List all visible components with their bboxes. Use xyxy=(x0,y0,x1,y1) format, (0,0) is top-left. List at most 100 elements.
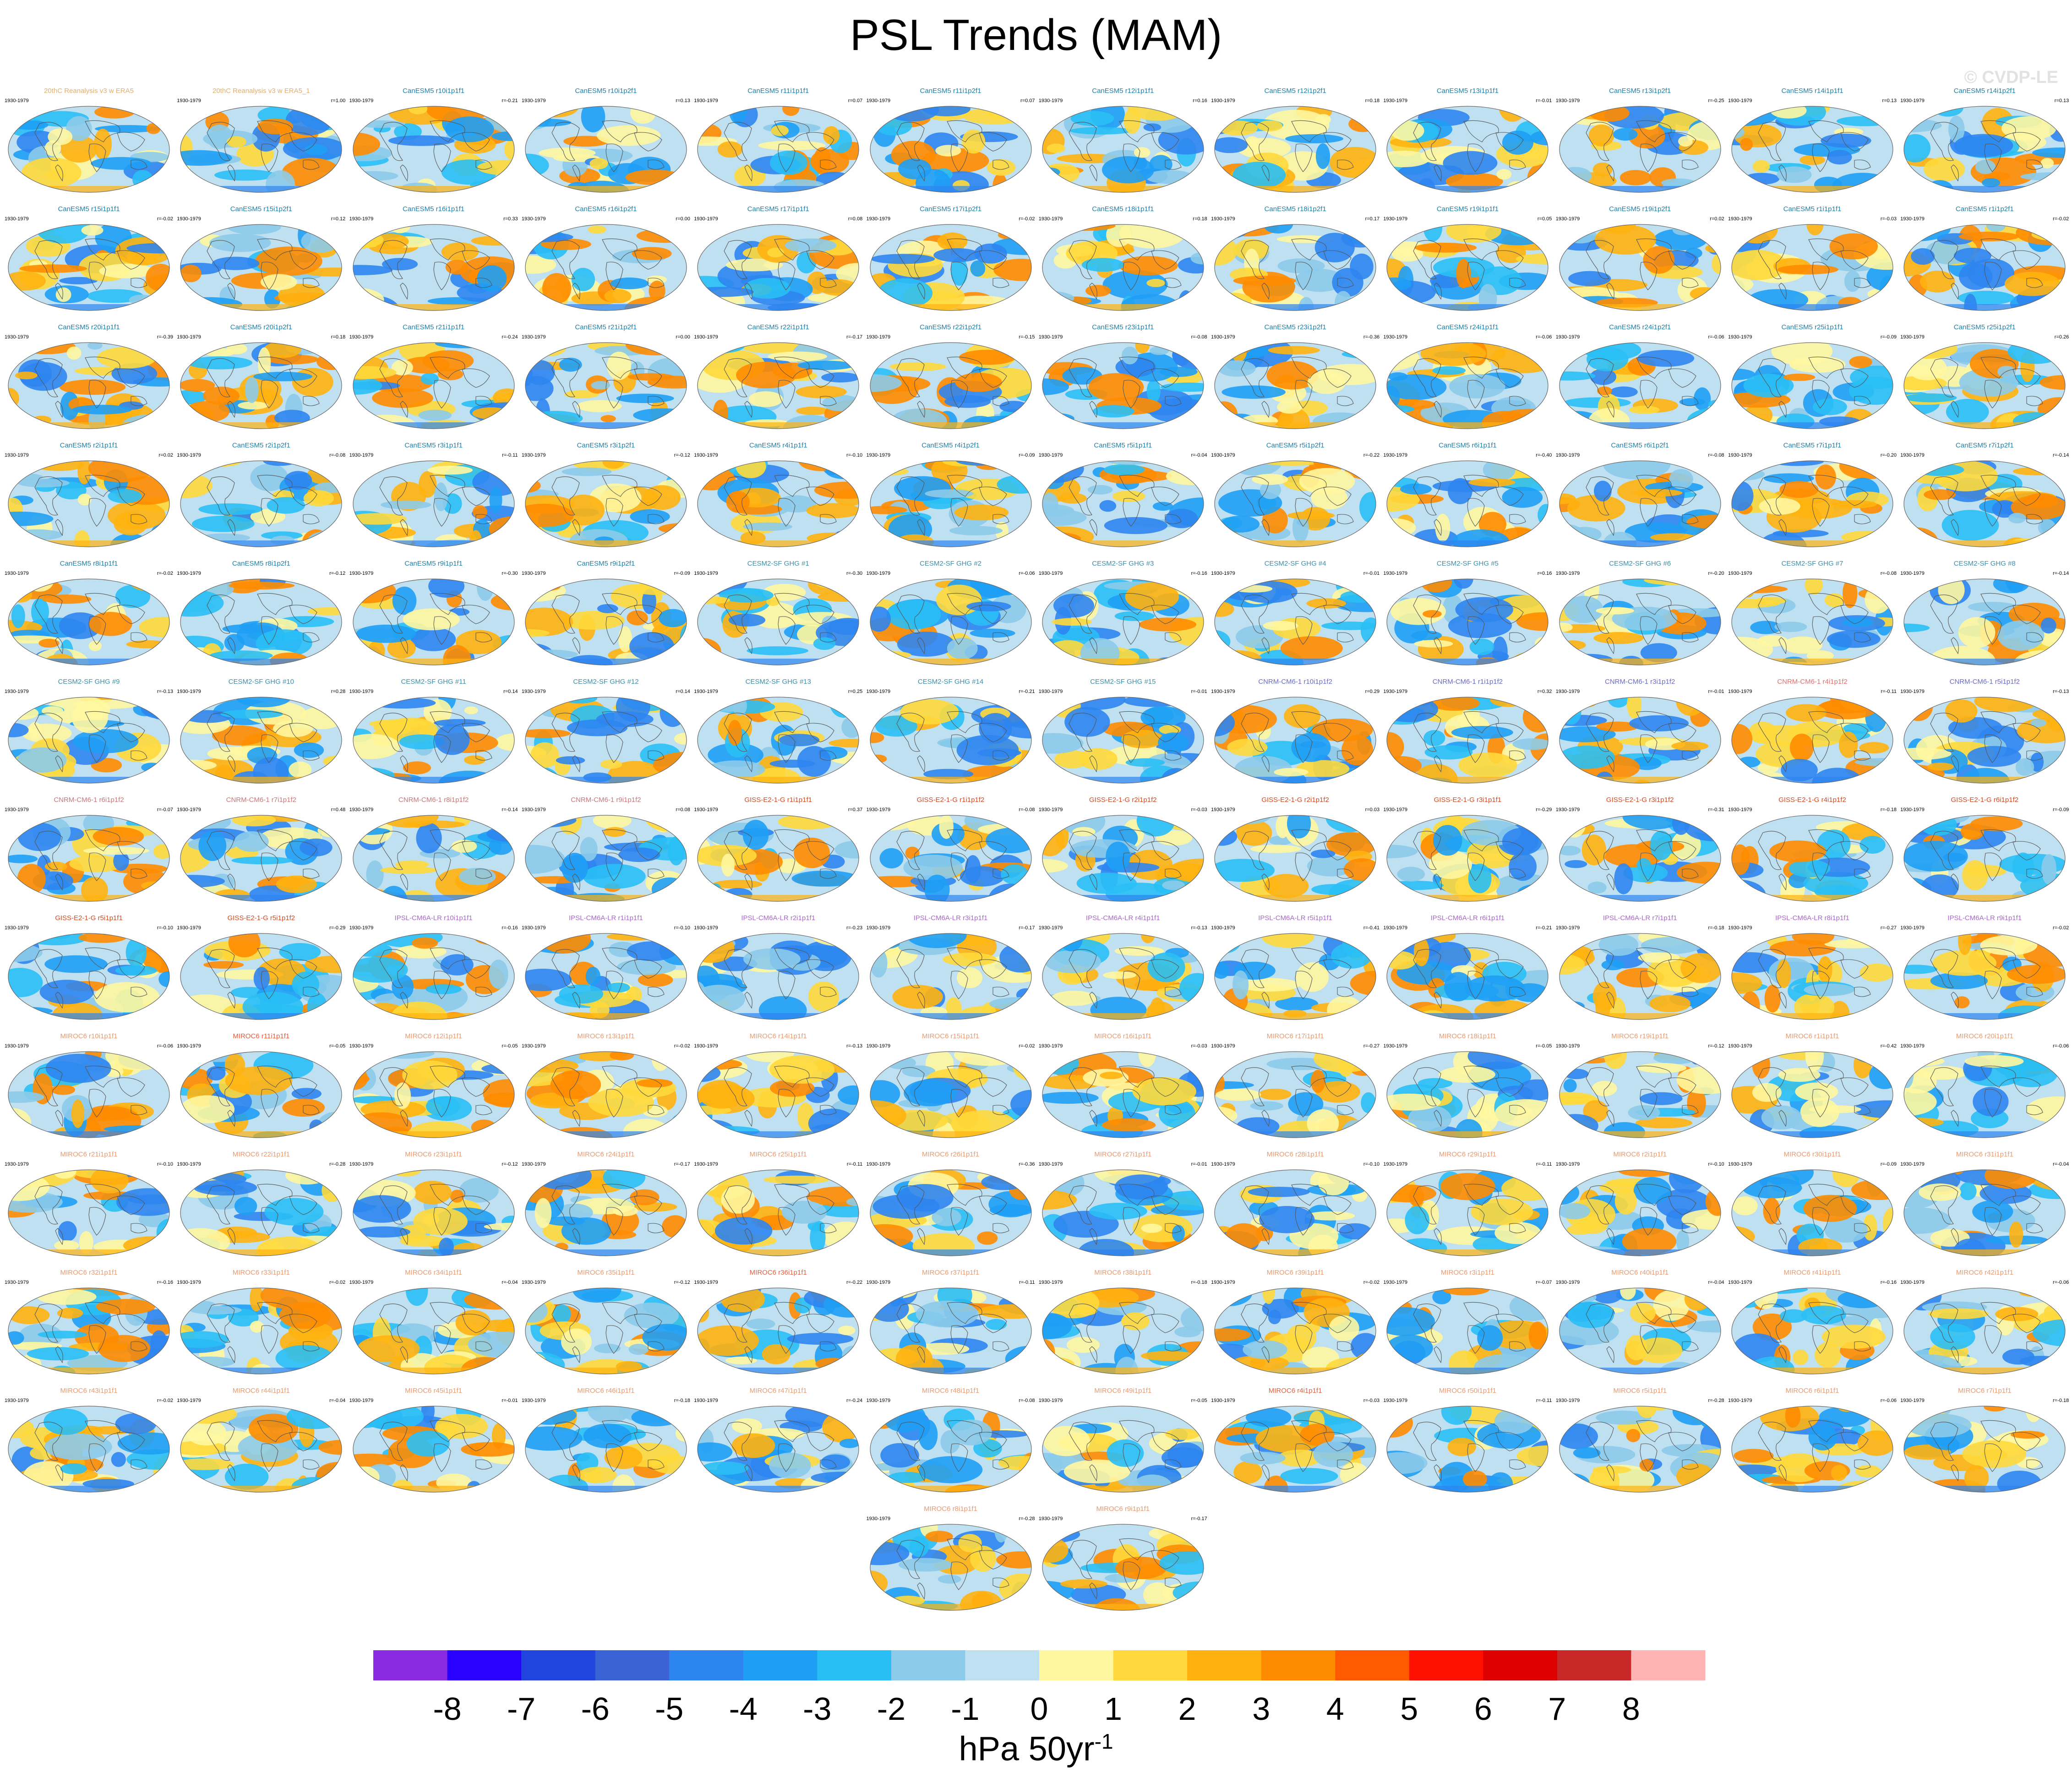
trend-blob xyxy=(961,129,985,154)
map-panel: MIROC6 r31i1p1f1 1930-1979 r=-0.04 xyxy=(1898,1151,2071,1263)
panel-title: CNRM-CM6-1 r6i1p1f2 xyxy=(54,796,124,804)
trend-blob xyxy=(978,713,1012,744)
trend-blob xyxy=(125,938,147,967)
world-map xyxy=(1903,342,2066,429)
map-outline xyxy=(1214,460,1376,547)
map-panel: CanESM5 r14i1p2f1 1930-1979 r=0.13 xyxy=(1898,87,2071,199)
world-map xyxy=(1042,933,1204,1020)
panel-period: 1930-1979 xyxy=(694,334,718,340)
trend-blob xyxy=(831,773,859,783)
world-map xyxy=(180,697,342,784)
trend-blob xyxy=(97,347,157,369)
world-map xyxy=(869,1051,1032,1138)
trend-blob xyxy=(1563,1079,1577,1092)
trend-blob xyxy=(1396,961,1457,985)
coastlines xyxy=(1586,1302,1699,1363)
world-map xyxy=(352,460,515,547)
coastlines xyxy=(1586,120,1699,182)
trend-blob xyxy=(1114,946,1164,956)
trend-blob xyxy=(2032,147,2066,158)
world-map xyxy=(1386,1051,1549,1138)
panel-period: 1930-1979 xyxy=(1211,98,1235,104)
trend-blob xyxy=(646,275,667,284)
trend-blob xyxy=(1878,1288,1893,1294)
world-map xyxy=(1386,933,1549,1020)
trend-blob xyxy=(2023,1170,2066,1178)
trend-blob xyxy=(956,967,982,988)
trend-blob xyxy=(781,1200,827,1224)
map-outline xyxy=(1903,1287,2066,1374)
trend-blob xyxy=(1496,169,1512,180)
trend-blob xyxy=(810,1222,826,1253)
trend-blob xyxy=(225,1463,269,1490)
trend-blob xyxy=(2040,158,2054,169)
world-map xyxy=(1903,224,2066,311)
panel-period: 1930-1979 xyxy=(349,1162,374,1167)
trend-blob xyxy=(596,125,661,146)
world-map xyxy=(8,933,170,1020)
map-panel: GISS-E2-1-G r5i1p1f1 1930-1979 r=-0.10 xyxy=(3,914,175,1026)
trend-blob xyxy=(1042,1092,1099,1104)
trend-blob xyxy=(236,697,292,708)
trend-blob xyxy=(231,856,294,865)
panel-title: CESM2-SF GHG #9 xyxy=(58,678,120,686)
trend-blob xyxy=(903,1080,957,1107)
trend-blob xyxy=(353,957,408,983)
map-outline xyxy=(8,1406,170,1493)
trend-blob xyxy=(93,827,144,846)
world-map xyxy=(1214,1406,1376,1493)
panel-title: CanESM5 r7i1p2f1 xyxy=(1955,442,2014,449)
trend-blob xyxy=(1587,881,1607,894)
coastlines xyxy=(551,474,665,536)
trend-blob xyxy=(1588,408,1630,429)
trend-blob xyxy=(1280,1468,1338,1484)
trend-blob xyxy=(187,356,253,370)
trend-blob xyxy=(1639,1092,1683,1105)
panel-title: CanESM5 r16i1p1f1 xyxy=(403,205,465,213)
trend-blob xyxy=(796,385,847,398)
panel-period: 1930-1979 xyxy=(1383,1280,1407,1285)
coastlines xyxy=(379,711,492,773)
trend-blob xyxy=(413,1207,468,1235)
panel-period: 1930-1979 xyxy=(521,807,546,813)
trend-blob xyxy=(1741,991,1760,1020)
world-map xyxy=(352,106,515,193)
panel-period: 1930-1979 xyxy=(349,334,374,340)
map-outline xyxy=(180,578,342,665)
world-map xyxy=(1903,815,2066,902)
trend-blob xyxy=(91,157,152,170)
map-panel: CNRM-CM6-1 r4i1p1f2 1930-1979 r=-0.11 xyxy=(1726,678,1898,790)
panel-period: 1930-1979 xyxy=(1383,453,1407,458)
trend-blob xyxy=(1361,1092,1376,1113)
trend-blob xyxy=(180,1055,198,1072)
map-outline xyxy=(697,1287,859,1374)
trend-blob xyxy=(209,650,273,661)
map-outline xyxy=(352,1169,515,1256)
panel-period: 1930-1979 xyxy=(1038,98,1063,104)
coastlines xyxy=(379,1065,492,1127)
panel-title: CanESM5 r9i1p1f1 xyxy=(404,560,463,567)
coastlines xyxy=(551,947,665,1009)
trend-blob xyxy=(870,374,902,393)
map-panel-grid: 20thC Reanalysis v3 w ERA5 1930-1979 20thC… xyxy=(3,87,2071,1611)
trend-blob xyxy=(660,698,686,727)
map-panel: MIROC6 r38i1p1f1 1930-1979 r=-0.18 xyxy=(1037,1269,1209,1381)
trend-blob xyxy=(489,579,514,582)
trend-blob xyxy=(1968,602,2017,612)
panel-period: 1930-1979 xyxy=(177,925,201,931)
map-outline xyxy=(1214,933,1376,1020)
trend-blob xyxy=(1805,1052,1824,1071)
panel-period: 1930-1979 xyxy=(177,216,201,222)
trend-blob xyxy=(309,1119,324,1135)
trend-blob xyxy=(458,867,496,885)
panel-period: 1930-1979 xyxy=(1900,1280,1925,1285)
trend-blob xyxy=(1159,725,1181,735)
trend-blob xyxy=(220,709,284,719)
trend-blob xyxy=(698,531,721,547)
map-panel: CNRM-CM6-1 r3i1p1f2 1930-1979 r=-0.01 xyxy=(1554,678,1726,790)
trend-blob xyxy=(1564,227,1597,244)
trend-blob xyxy=(276,875,317,893)
coastlines xyxy=(724,593,837,654)
map-panel: MIROC6 r22i1p1f1 1930-1979 r=-0.28 xyxy=(175,1151,347,1263)
trend-blob xyxy=(1260,481,1281,499)
